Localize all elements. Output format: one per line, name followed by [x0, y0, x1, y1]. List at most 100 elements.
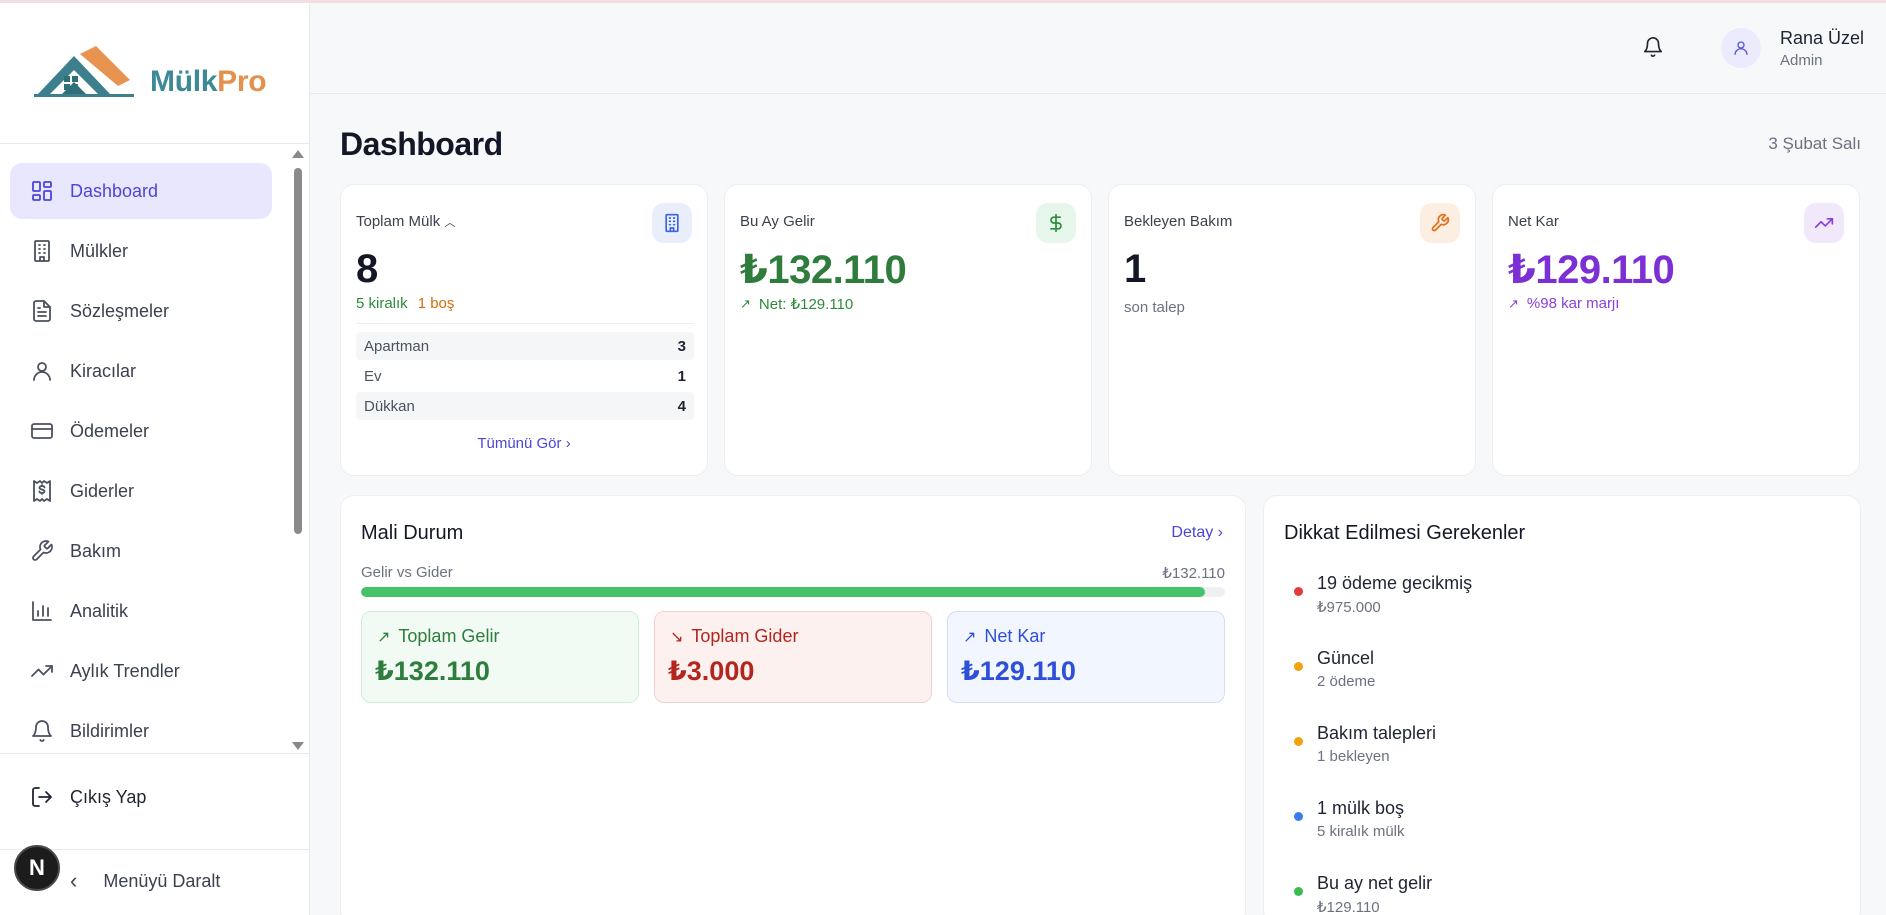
scroll-up-arrow[interactable] [292, 150, 304, 158]
total-income-card: ↗ Toplam Gelir ₺132.110 [361, 611, 639, 703]
kpi-label: Bekleyen Bakım [1124, 213, 1233, 230]
kpi-sub: 5 kiralık 1 boş [356, 295, 454, 312]
kpi-card-monthly-income: Bu Ay Gelir ₺132.110 ↗ Net: ₺129.110 [724, 184, 1092, 476]
status-dot [1294, 662, 1303, 671]
kpi-sub: ↗ %98 kar marjı [1508, 295, 1620, 312]
sidebar-scrollbar[interactable] [290, 148, 304, 750]
notifications-button[interactable] [1642, 36, 1666, 60]
logout-button[interactable]: Çıkış Yap [30, 785, 146, 809]
financial-status-card: Mali Durum Detay › Gelir vs Gider ₺132.1… [340, 495, 1246, 915]
user-icon [1734, 41, 1748, 55]
kpi-sub: son talep [1124, 299, 1185, 316]
kpi-card-pending-maintenance: Bekleyen Bakım 1 son talep [1108, 184, 1476, 476]
sidebar-item-label: Bildirimler [70, 720, 150, 741]
kpi-label[interactable]: Toplam Mülk ︿ [356, 213, 456, 230]
sidebar-divider [0, 143, 310, 144]
brand-name: MülkPro [150, 65, 267, 98]
user-name[interactable]: Rana Üzel [1780, 28, 1865, 48]
status-dot [1294, 737, 1303, 746]
logout-icon [32, 787, 52, 807]
kpi-card-total-properties: Toplam Mülk ︿ 8 5 kiralık 1 boş Apartman… [340, 184, 708, 476]
sidebar-item-label: Giderler [70, 480, 135, 501]
kpi-value: 1 [1124, 247, 1146, 291]
scroll-thumb[interactable] [294, 168, 302, 534]
page-date: 3 Şubat Salı [1768, 134, 1861, 153]
logout-label: Çıkış Yap [70, 786, 147, 807]
vacant-count: 1 boş [417, 295, 455, 312]
sidebar-divider [0, 753, 310, 754]
bell-icon [30, 719, 54, 743]
list-item[interactable]: 19 ödeme gecikmiş ₺975.000 [1284, 573, 1844, 648]
house-logo-icon [34, 46, 134, 97]
sidebar-item-dashboard[interactable]: Dashboard [10, 163, 272, 219]
income-vs-expense-fill [361, 587, 1206, 597]
document-icon [30, 299, 54, 323]
sidebar-item-kiracilar[interactable]: Kiracılar [10, 343, 272, 399]
sidebar-item-aylik-trendler[interactable]: Aylık Trendler [10, 643, 272, 699]
chevron-right-icon: › [565, 435, 571, 452]
sidebar-nav: Dashboard Mülkler Sözleşmeler Kiracılar … [10, 163, 272, 763]
list-item: Apartman 3 [356, 332, 694, 360]
section-title: Mali Durum [361, 522, 464, 544]
status-dot [1294, 887, 1303, 896]
receipt-dollar-icon [30, 479, 54, 503]
sidebar-item-label: Aylık Trendler [70, 660, 180, 681]
chevron-up-icon: ︿ [444, 217, 456, 229]
property-type-breakdown: Apartman 3 Ev 1 Dükkan 4 [356, 323, 694, 422]
arrow-down-right-icon: ↘ [670, 628, 684, 646]
total-expense-card: ↘ Toplam Gider ₺3.000 [654, 611, 932, 703]
dashboard-grid-icon [30, 179, 54, 203]
list-item[interactable]: Güncel 2 ödeme [1284, 648, 1844, 723]
card-value: ₺132.110 [375, 656, 490, 686]
bar-chart-icon [30, 599, 54, 623]
sidebar-item-label: Dashboard [70, 180, 159, 201]
kpi-value: ₺129.110 [1508, 248, 1675, 292]
kpi-value: ₺132.110 [740, 248, 907, 292]
sidebar: MülkPro Dashboard Mülkler Sözleşmeler Ki… [0, 0, 310, 915]
sidebar-item-bildirimler[interactable]: Bildirimler [10, 703, 272, 759]
detail-link[interactable]: Detay › [1171, 524, 1223, 541]
progress-label: Gelir vs Gider [361, 564, 453, 581]
attention-list: 19 ödeme gecikmiş ₺975.000 Güncel 2 ödeme … [1284, 573, 1844, 915]
sidebar-item-mulkler[interactable]: Mülkler [10, 223, 272, 279]
nextjs-dev-badge[interactable]: N [14, 845, 60, 891]
user-icon [30, 359, 54, 383]
credit-card-icon [30, 419, 54, 443]
see-all-link[interactable]: Tümünü Gör › [477, 435, 571, 452]
sidebar-item-label: Sözleşmeler [70, 300, 170, 321]
sidebar-item-bakim[interactable]: Bakım [10, 523, 272, 579]
progress-value: ₺132.110 [1162, 565, 1225, 582]
rented-count: 5 kiralık [356, 295, 408, 312]
brand-logo[interactable]: MülkPro [34, 40, 274, 102]
card-value: ₺3.000 [668, 656, 755, 686]
net-profit-card: ↗ Net Kar ₺129.110 [947, 611, 1225, 703]
top-header: Rana Üzel Admin [310, 0, 1886, 94]
kpi-label: Bu Ay Gelir [740, 213, 815, 230]
list-item[interactable]: Bu ay net gelir ₺129.110 [1284, 873, 1844, 915]
collapse-label: Menüyü Daralt [103, 870, 221, 891]
wrench-icon [1420, 203, 1460, 243]
list-item[interactable]: 1 mülk boş 5 kiralık mülk [1284, 798, 1844, 873]
sidebar-item-label: Analitik [70, 600, 129, 621]
sidebar-item-label: Bakım [70, 540, 122, 561]
sidebar-item-odemeler[interactable]: Ödemeler [10, 403, 272, 459]
trending-up-icon [1804, 203, 1844, 243]
sidebar-item-sozlesmeler[interactable]: Sözleşmeler [10, 283, 272, 339]
list-item[interactable]: Bakım talepleri 1 bekleyen [1284, 723, 1844, 798]
top-accent-line [0, 0, 1886, 3]
kpi-value: 8 [356, 247, 378, 291]
attention-card: Dikkat Edilmesi Gerekenler 19 ödeme geci… [1263, 495, 1861, 915]
card-value: ₺129.110 [961, 656, 1076, 686]
kpi-label: Net Kar [1508, 213, 1559, 230]
list-item: Dükkan 4 [356, 392, 694, 420]
sidebar-item-giderler[interactable]: Giderler [10, 463, 272, 519]
income-vs-expense-bar [361, 587, 1225, 597]
sidebar-item-label: Mülkler [70, 240, 129, 261]
kpi-sub: ↗ Net: ₺129.110 [740, 296, 854, 313]
status-dot [1294, 587, 1303, 596]
sidebar-item-analitik[interactable]: Analitik [10, 583, 272, 639]
avatar[interactable] [1721, 28, 1761, 68]
arrow-up-right-icon: ↗ [740, 296, 751, 311]
scroll-down-arrow[interactable] [292, 742, 304, 750]
collapse-menu-button[interactable]: ‹ Menüyü Daralt [70, 868, 220, 894]
